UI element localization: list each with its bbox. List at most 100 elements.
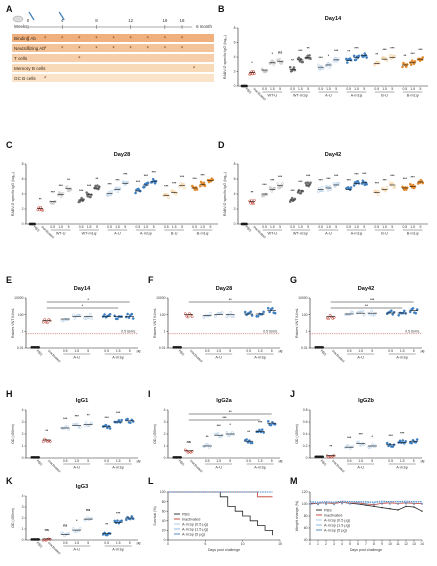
data-point: [121, 180, 125, 184]
x-tick-label: PBS: [245, 225, 253, 233]
data-point: [46, 321, 49, 325]
y-tick-label: 6: [22, 177, 24, 181]
group-label: A-U: [215, 356, 222, 360]
y-tick-label: 0: [22, 456, 24, 460]
series-point: [413, 506, 415, 508]
y-tick-label: 60: [304, 526, 308, 530]
x-tick-label: 1.5: [115, 225, 120, 229]
data-point: [385, 59, 389, 63]
x-tick-label: Inactivated: [47, 349, 62, 364]
significance-label: ***: [115, 179, 120, 183]
y-axis-label: OD (450nm): [295, 424, 299, 444]
significance-label: ***: [180, 175, 185, 179]
significance-label: ***: [152, 170, 157, 174]
data-point: [371, 313, 375, 317]
data-point: [130, 515, 134, 518]
data-point: [330, 315, 333, 319]
x-tick-label: 13: [412, 542, 416, 546]
data-point: [87, 518, 91, 522]
x-tick-label: 5: [229, 349, 231, 353]
comparison-label: *: [82, 304, 84, 308]
x-tick-label: 15: [278, 542, 282, 546]
data-point: [271, 306, 274, 310]
significance-label: ***: [290, 189, 295, 193]
group-label: A-m1ψ: [112, 356, 124, 360]
timeline-star: *: [181, 47, 184, 53]
data-point: [124, 518, 128, 522]
data-point: [41, 320, 45, 324]
data-point: [391, 313, 395, 316]
threshold-label: 0.5 IU/mL: [263, 329, 278, 333]
data-point: [84, 421, 88, 425]
comparison-label: ***: [370, 298, 375, 302]
timeline-row-bar: [12, 44, 214, 52]
timeline-week-label: 0: [27, 18, 30, 23]
y-tick-label: 8: [234, 26, 236, 30]
data-point: [65, 318, 69, 322]
data-point: [390, 54, 394, 57]
significance-label: ***: [278, 175, 283, 179]
significance-label: ***: [217, 424, 222, 428]
significance-label: ***: [375, 182, 380, 186]
data-point: [384, 188, 388, 192]
data-point: [273, 311, 277, 315]
y-tick-label: 1: [22, 444, 24, 448]
data-point: [331, 454, 335, 458]
data-point: [308, 54, 311, 57]
y-tick-label: 100: [18, 313, 24, 317]
timeline-star: *: [112, 37, 115, 43]
data-point: [41, 440, 45, 444]
significance-label: **: [67, 178, 70, 182]
data-point: [229, 311, 233, 314]
y-tick-label: 1: [22, 330, 24, 334]
data-point: [318, 68, 322, 71]
data-point: [76, 422, 79, 426]
data-point: [97, 187, 100, 191]
x-tick-label: 0.5: [63, 541, 68, 545]
data-point: [64, 425, 68, 428]
data-point: [393, 54, 397, 58]
x-tick-label: PBS: [36, 349, 44, 357]
y-tick-label: 0.6: [303, 420, 308, 424]
y-tick-label: 100: [302, 502, 308, 506]
data-point: [349, 58, 353, 62]
data-point: [401, 439, 405, 442]
significance-label: ***: [334, 49, 339, 53]
group-label: A-U: [325, 232, 332, 236]
x-tick-label: 5: [413, 459, 415, 463]
data-point: [389, 309, 393, 313]
significance-label: ***: [298, 49, 303, 53]
panel-letter-h: H: [6, 389, 13, 399]
data-point: [327, 455, 331, 459]
significance-label: ***: [87, 184, 92, 188]
panel-title: Day42: [358, 286, 374, 292]
x-tick-label: 0.5: [63, 459, 68, 463]
data-point: [65, 425, 69, 429]
data-point: [325, 316, 329, 320]
data-point: [371, 443, 375, 446]
data-point: [183, 186, 186, 190]
data-point: [268, 310, 271, 314]
data-point: [260, 428, 264, 432]
x-tick-label: 5: [87, 541, 89, 545]
y-tick-label: 4: [22, 408, 24, 412]
y-tick-label: 0.01: [301, 346, 308, 350]
x-tick-label: 1.5: [216, 459, 221, 463]
data-point: [71, 313, 75, 317]
data-point: [288, 65, 292, 69]
timeline-row-label: Memory B cells: [14, 66, 46, 71]
significance-label: ***: [258, 421, 263, 425]
data-point: [414, 440, 418, 444]
data-point: [391, 182, 395, 185]
y-tick-label: 4: [234, 55, 236, 59]
x-tick-label: 0.5: [246, 349, 251, 353]
data-point: [202, 316, 206, 319]
significance-label: ***: [262, 183, 267, 187]
x-tick-label: 1.5: [410, 225, 415, 229]
y-tick-label: 80: [304, 514, 308, 518]
legend-label: Inactivated: [324, 513, 342, 517]
significance-label: **: [39, 197, 42, 201]
panel-title: IgG2a: [216, 398, 232, 404]
data-point: [258, 428, 261, 432]
y-tick-label: 1: [164, 444, 166, 448]
